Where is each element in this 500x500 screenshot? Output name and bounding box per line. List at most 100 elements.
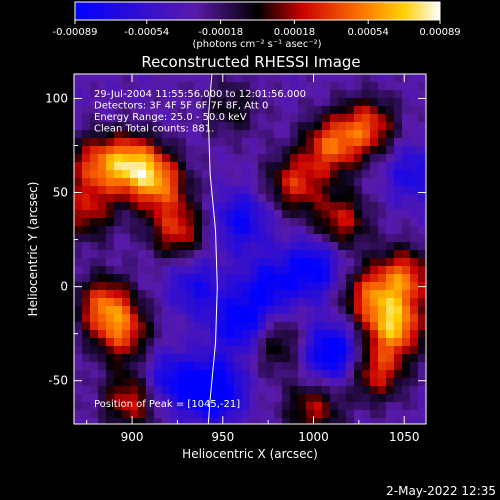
heatmap-cell [370,130,379,139]
heatmap-cell [122,282,131,291]
heatmap-cell [210,226,219,235]
heatmap-cell [354,234,363,243]
heatmap-cell [170,90,179,99]
heatmap-cell [306,226,315,235]
heatmap-cell [394,410,403,419]
heatmap-cell [410,322,419,331]
heatmap-cell [234,114,243,123]
heatmap-cell [290,218,299,227]
heatmap-cell [106,386,115,395]
heatmap-cell [138,346,147,355]
heatmap-cell [410,354,419,363]
heatmap-cell [378,146,387,155]
heatmap-cell [218,90,227,99]
heatmap-cell [234,218,243,227]
heatmap-cell [130,306,139,315]
heatmap-cell [82,106,91,115]
heatmap-cell [402,410,411,419]
heatmap-cell [290,266,299,275]
heatmap-cell [298,306,307,315]
heatmap-cell [226,370,235,379]
heatmap-cell [266,370,275,379]
heatmap-cell [298,274,307,283]
heatmap-cell [82,322,91,331]
heatmap-cell [114,290,123,299]
heatmap-cell [178,362,187,371]
heatmap-cell [410,330,419,339]
heatmap-cell [234,282,243,291]
heatmap-cell [74,354,83,363]
heatmap-cell [322,370,331,379]
heatmap-cell [386,178,395,187]
heatmap-cell [122,322,131,331]
heatmap-cell [362,338,371,347]
heatmap-cell [146,186,155,195]
heatmap-cell [386,418,395,424]
heatmap-cell [298,210,307,219]
heatmap-cell [386,202,395,211]
heatmap-cell [186,242,195,251]
heatmap-cell [114,274,123,283]
heatmap-cell [194,394,203,403]
heatmap-cell [146,122,155,131]
heatmap-cell [218,178,227,187]
heatmap-cell [162,114,171,123]
heatmap-cell [234,314,243,323]
heatmap-cell [290,242,299,251]
heatmap-cell [274,130,283,139]
heatmap-cell [330,338,339,347]
heatmap-cell [370,338,379,347]
heatmap-cell [370,410,379,419]
heatmap-cell [258,218,267,227]
heatmap-cell [258,418,267,424]
heatmap-cell [370,234,379,243]
heatmap-cell [122,242,131,251]
heatmap-cell [370,274,379,283]
heatmap-cell [394,138,403,147]
heatmap-cell [314,162,323,171]
heatmap-cell [146,346,155,355]
heatmap-cell [418,378,426,387]
heatmap-cell [98,194,107,203]
heatmap-cell [226,90,235,99]
heatmap-cell [210,258,219,267]
heatmap-cell [314,370,323,379]
heatmap-cell [322,250,331,259]
heatmap-cell [274,410,283,419]
heatmap-cell [370,202,379,211]
heatmap-cell [162,122,171,131]
heatmap-cell [74,370,83,379]
heatmap-cell [338,266,347,275]
heatmap-cell [306,290,315,299]
heatmap-cell [354,370,363,379]
heatmap-cell [162,274,171,283]
heatmap-cell [338,410,347,419]
heatmap-cell [354,146,363,155]
heatmap-cell [178,394,187,403]
heatmap-cell [218,242,227,251]
annotation-line: Clean Total counts: 881. [94,124,214,135]
heatmap-cell [122,378,131,387]
heatmap-cell [98,218,107,227]
heatmap-cell [202,322,211,331]
heatmap-cell [330,226,339,235]
heatmap-cell [306,258,315,267]
heatmap-cell [258,410,267,419]
heatmap-cell [386,114,395,123]
heatmap-cell [402,226,411,235]
heatmap-cell [226,362,235,371]
heatmap-cell [186,258,195,267]
heatmap-cell [162,282,171,291]
heatmap-cell [154,186,163,195]
heatmap-cell [122,226,131,235]
heatmap-cell [82,90,91,99]
heatmap-cell [210,378,219,387]
heatmap-cell [138,274,147,283]
heatmap-cell [114,410,123,419]
heatmap-cell [170,274,179,283]
heatmap-cell [250,354,259,363]
heatmap-cell [274,146,283,155]
heatmap-cell [114,218,123,227]
heatmap-cell [226,114,235,123]
heatmap-cell [386,314,395,323]
